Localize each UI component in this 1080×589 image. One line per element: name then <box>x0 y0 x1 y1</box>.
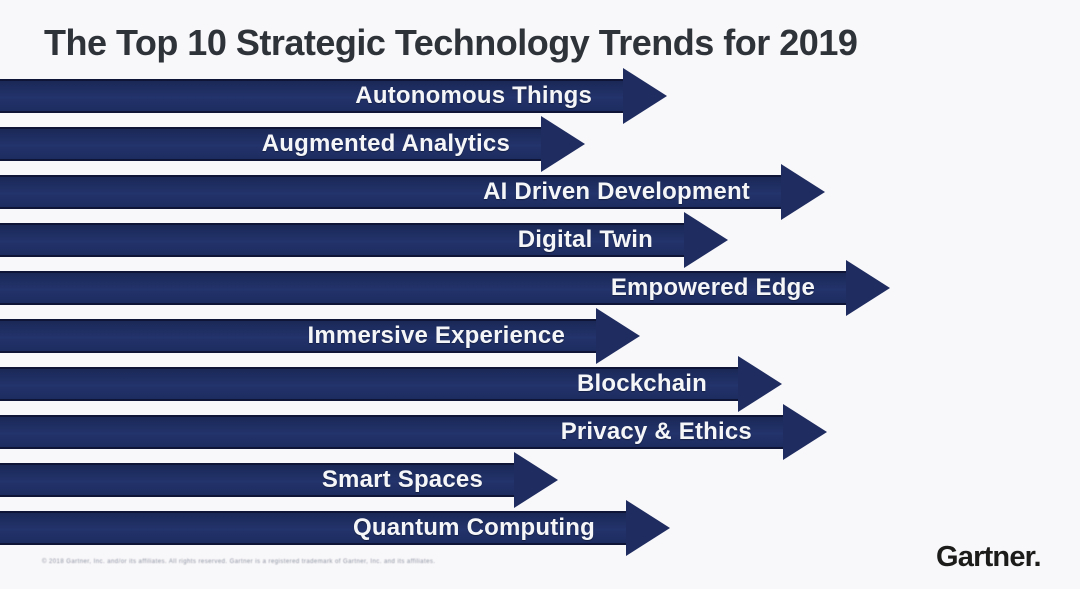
gartner-logo: Gartner. <box>936 541 1042 573</box>
trend-label: Immersive Experience <box>307 322 565 349</box>
arrow-head-icon <box>781 164 825 220</box>
trend-arrow: Empowered Edge <box>0 260 890 316</box>
trend-arrow: Digital Twin <box>0 212 728 268</box>
trend-arrow-bar <box>0 415 789 449</box>
trend-arrow: Smart Spaces <box>0 452 558 508</box>
trend-arrow: Augmented Analytics <box>0 116 585 172</box>
copyright-fine-print: © 2018 Gartner, Inc. and/or its affiliat… <box>42 559 436 565</box>
trend-arrow-bar <box>0 463 520 497</box>
trend-label: Digital Twin <box>517 226 653 253</box>
page-title: The Top 10 Strategic Technology Trends f… <box>44 22 858 63</box>
trend-label: Blockchain <box>576 370 707 397</box>
trend-arrow-bar <box>0 511 632 545</box>
trend-arrow-bar <box>0 223 690 257</box>
trend-label: Quantum Computing <box>352 514 595 541</box>
trend-arrow-bar <box>0 175 787 209</box>
trend-arrow: Immersive Experience <box>0 308 640 364</box>
trend-arrow: Blockchain <box>0 356 782 412</box>
trend-label: Augmented Analytics <box>261 130 510 157</box>
trend-arrow-bar <box>0 271 852 305</box>
arrow-head-icon <box>783 404 827 460</box>
trend-arrow-bar <box>0 127 547 161</box>
arrow-head-icon <box>846 260 890 316</box>
trend-arrow: AI Driven Development <box>0 164 825 220</box>
trend-arrow: Autonomous Things <box>0 68 667 124</box>
trend-arrow-bar <box>0 367 744 401</box>
trend-arrow: Privacy & Ethics <box>0 404 827 460</box>
trend-label: Empowered Edge <box>610 274 815 301</box>
trend-label: AI Driven Development <box>483 178 750 205</box>
trend-arrow-bar <box>0 319 602 353</box>
arrow-head-icon <box>626 500 670 556</box>
trend-label: Privacy & Ethics <box>560 418 752 445</box>
trend-arrow: Quantum Computing <box>0 500 670 556</box>
trend-label: Smart Spaces <box>321 466 483 493</box>
arrow-head-icon <box>623 68 667 124</box>
trend-arrow-bar <box>0 79 629 113</box>
trend-label: Autonomous Things <box>355 82 592 109</box>
